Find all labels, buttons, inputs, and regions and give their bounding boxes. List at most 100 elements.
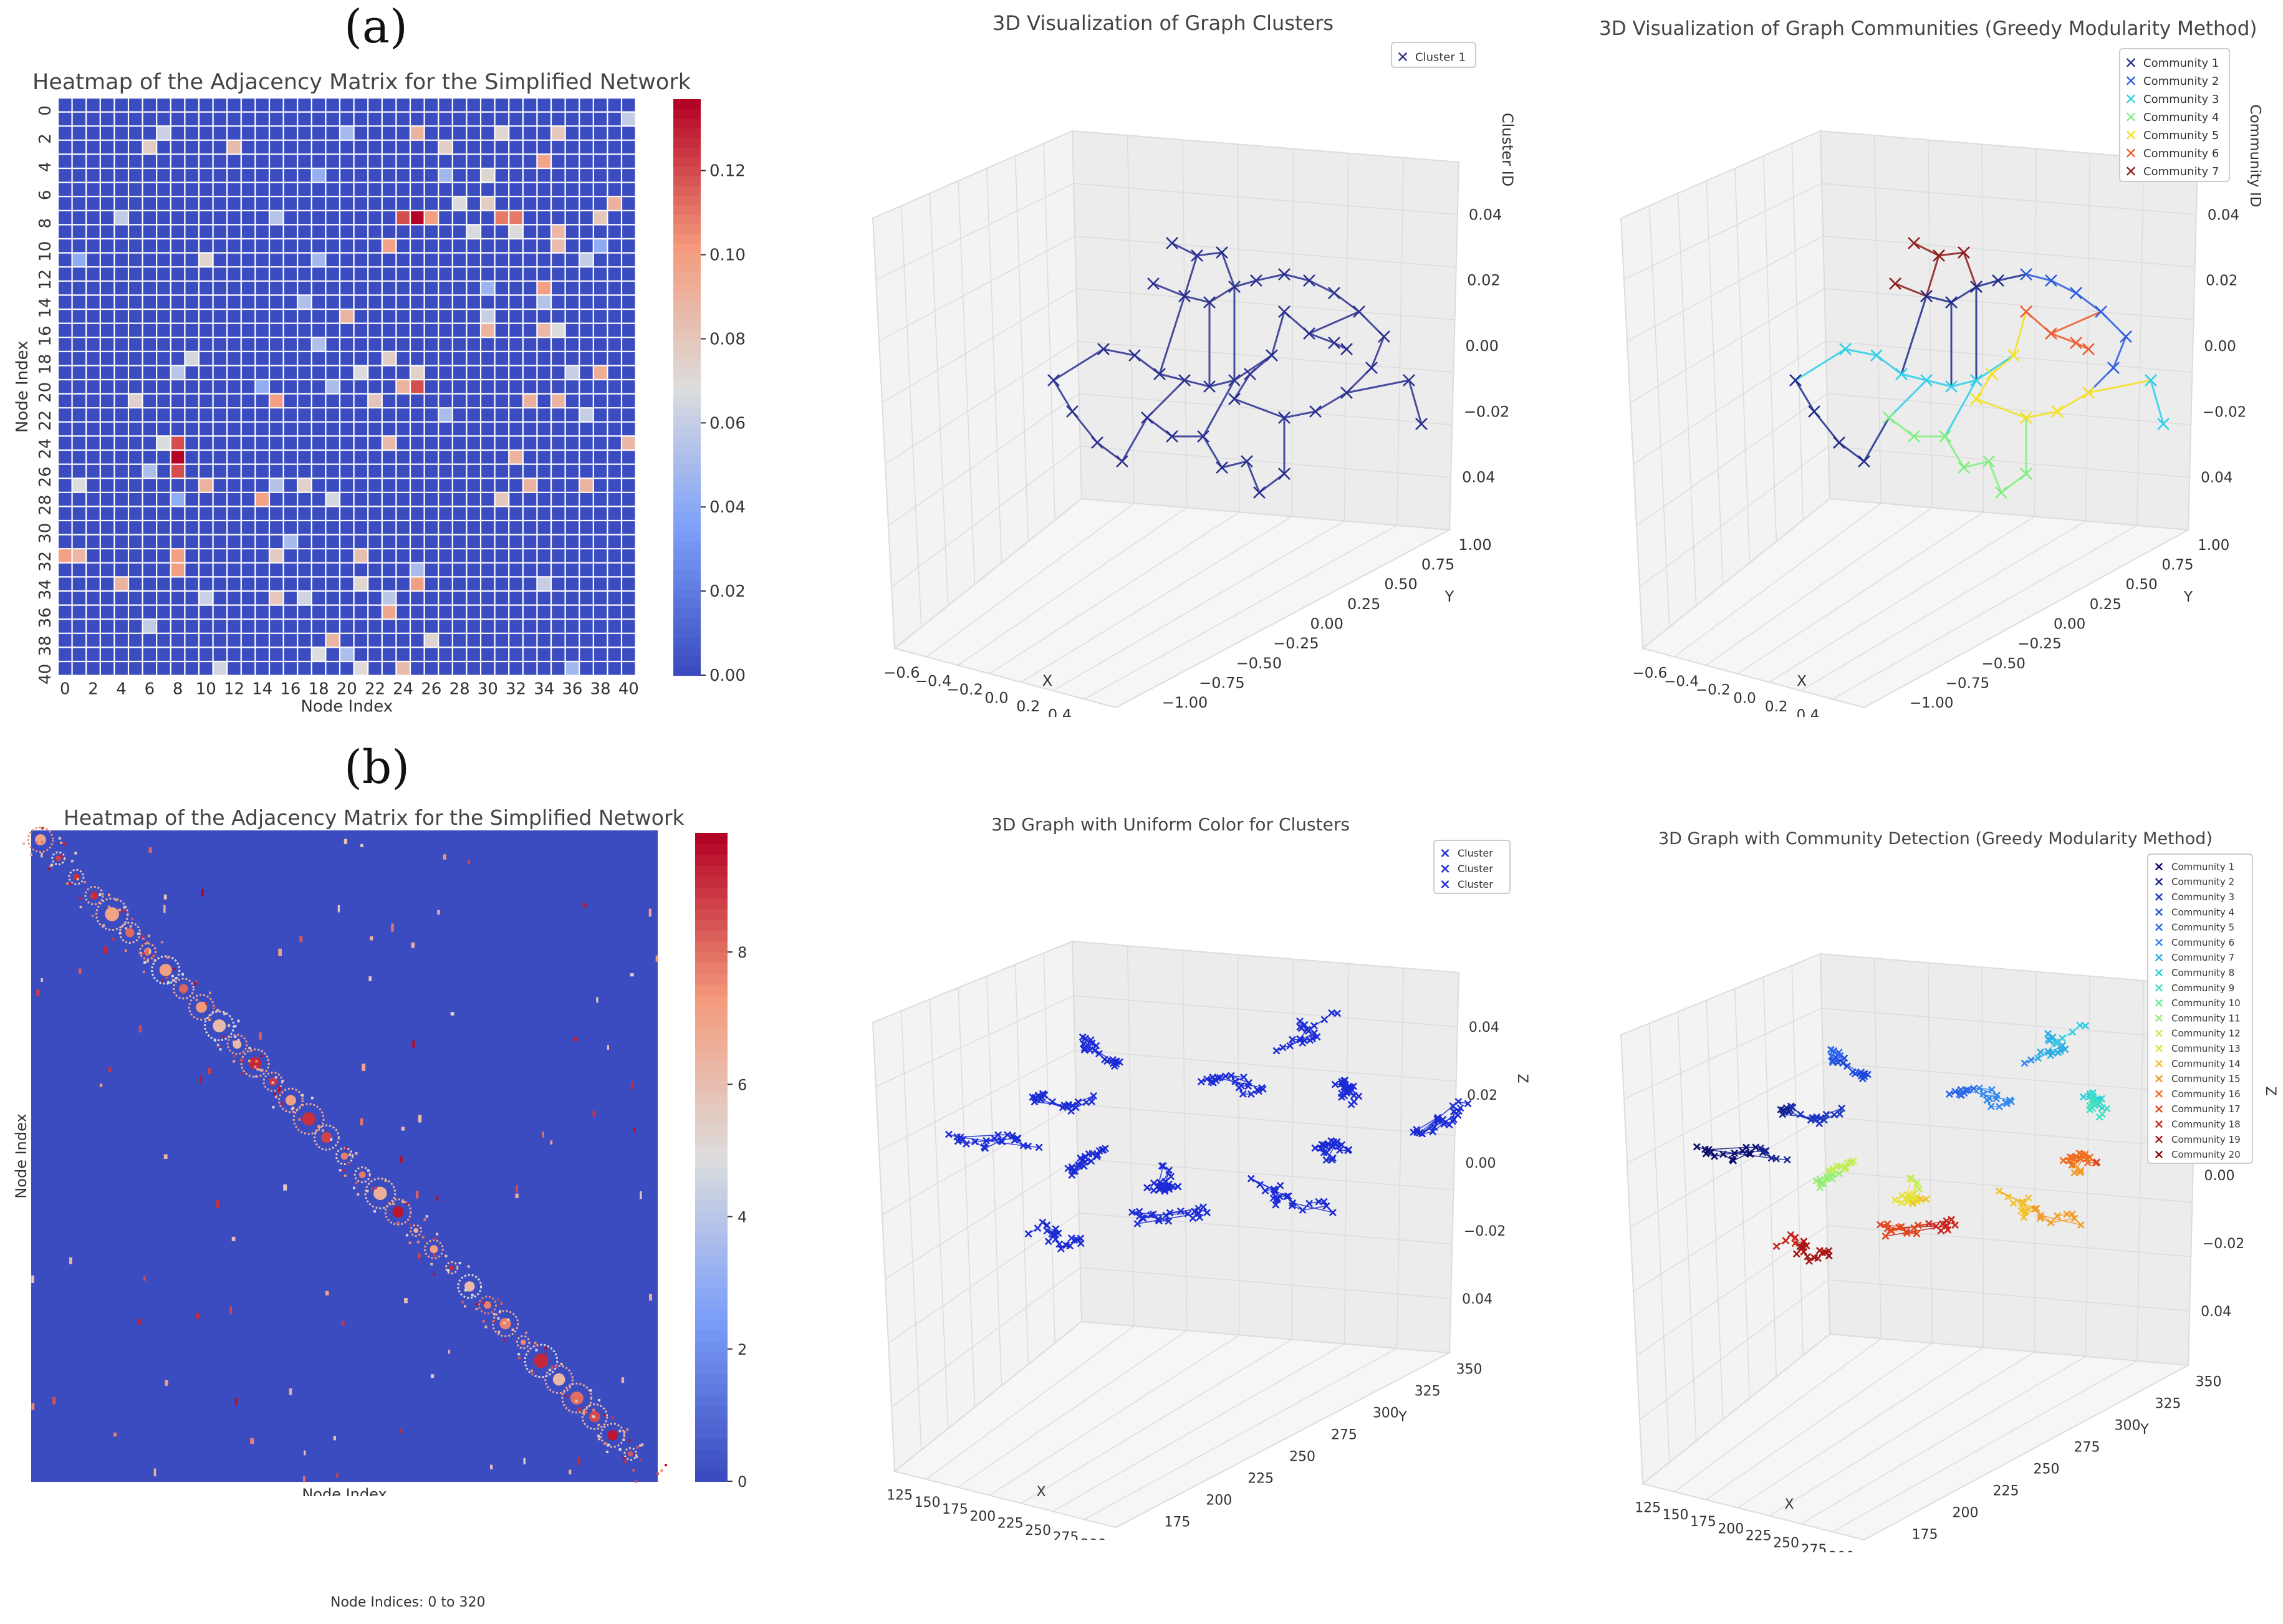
clusters3d-b-gridline (926, 1325, 1135, 1480)
heatmap-b-entry (633, 1127, 636, 1133)
clusters3d-a-node (1228, 374, 1241, 387)
communities3d-b-node (2034, 1054, 2042, 1062)
colorbar-a-segment (673, 176, 701, 186)
clusters3d-b-gridline (1075, 1049, 1456, 1082)
clusters3d-a-gridline (1052, 521, 1345, 691)
colorbar-b-segment (695, 876, 728, 888)
clusters3d-a-x-tick: −0.6 (883, 664, 920, 681)
heatmap-b-entry (205, 1002, 208, 1005)
communities3d-b-node (1995, 1187, 2003, 1195)
clusters3d-a-node (1266, 349, 1278, 362)
heatmap-b-entry (145, 948, 149, 956)
heatmap-b-entry (152, 954, 155, 958)
clusters3d-b-node (1235, 1083, 1243, 1092)
communities3d-b-x-tick: 200 (1718, 1521, 1744, 1537)
colorbar-a-segment (673, 416, 701, 426)
clusters3d-b-node (1454, 1098, 1463, 1105)
clusters3d-b-y-tick: 300 (1373, 1406, 1399, 1421)
clusters3d-b-gridline (900, 1011, 922, 1450)
heatmap-b-entry (60, 854, 64, 857)
heatmap-a-cell (353, 365, 368, 380)
communities3d-b-floor (1641, 1333, 2191, 1541)
communities3d-a-gridline (1825, 340, 2193, 373)
communities3d-b-node (1913, 1179, 1921, 1187)
heatmap-a-y-tick: 24 (36, 438, 55, 459)
heatmap-b-entry (69, 882, 72, 885)
heatmap-b-entry (542, 1132, 544, 1138)
clusters3d-b-node (1090, 1092, 1098, 1100)
heatmap-a-cell (325, 492, 340, 507)
heatmap-b-entry (623, 1431, 626, 1434)
communities3d-b-gridline (1633, 1170, 1826, 1292)
communities3d-a-node (1870, 349, 1883, 362)
clusters3d-b-y-tick: 200 (1206, 1493, 1232, 1509)
heatmap-b-entry (58, 837, 61, 840)
heatmap-a-cell (522, 393, 537, 408)
colorbar-a-segment (673, 108, 701, 119)
communities3d-a-edge (2050, 310, 2102, 335)
clusters3d-b-node (1143, 1184, 1151, 1191)
heatmap-b-entry (196, 1313, 199, 1319)
clusters3d-a-node (1244, 368, 1256, 380)
communities3d-b-node (1956, 1090, 1964, 1098)
clusters3d-a-node (1250, 274, 1262, 287)
colorbar-b-segment (695, 1373, 728, 1385)
clusters3d-a-gridline (1075, 235, 1456, 268)
communities3d-b-node (1962, 1087, 1970, 1094)
communities3d-b-node (1975, 1084, 1983, 1092)
clusters3d-a-z-tick: 0.02 (1467, 272, 1500, 289)
heatmap-b-entry (141, 935, 144, 938)
heatmap-b-diagonal-block (105, 907, 120, 921)
heatmap-a-cell (368, 393, 382, 408)
heatmap-b-entry (344, 838, 348, 844)
clusters3d-b-gridline (1052, 1343, 1345, 1512)
clusters3d-b-gridline (1182, 950, 1188, 1331)
clusters3d-b-edge (1292, 1202, 1334, 1213)
communities3d-b-node (1829, 1059, 1837, 1067)
heatmap-b-entry (166, 956, 170, 959)
clusters3d-a-node (1278, 468, 1290, 480)
clusters3d-a-node (1228, 393, 1241, 405)
clusters3d-b-node (1299, 1039, 1307, 1047)
communities3d-b-x-tick: 275 (1800, 1542, 1827, 1552)
communities3d-b-node (1995, 1103, 2003, 1110)
clusters3d-a-gridline (882, 288, 1077, 403)
communities3d-b-legend-label: Community 12 (2171, 1028, 2241, 1039)
clusters3d-a-floor (893, 497, 1452, 709)
communities3d-b-legend-label: Community 11 (2171, 1012, 2241, 1024)
communities3d-a-node (2045, 274, 2057, 287)
colorbar-b-tick: 4 (738, 1209, 747, 1226)
communities3d-a-edge (1794, 380, 1815, 412)
heatmap-b-entry (355, 1152, 358, 1155)
heatmap-b-entry (622, 1457, 625, 1460)
heatmap-b-entry (635, 1455, 638, 1458)
clusters3d-a-legend-label: Cluster 1 (1415, 50, 1466, 64)
colorbar-b-segment (695, 1470, 728, 1482)
communities3d-b-legend-marker (2155, 1044, 2163, 1052)
heatmap-b-entry (408, 1241, 411, 1244)
colorbar-b-segment (695, 1395, 728, 1406)
heatmap-b-entry (261, 1069, 264, 1072)
colorbar-a-tick: 0.04 (709, 498, 746, 517)
heatmap-b-entry (605, 1451, 608, 1454)
heatmap-a-cell (481, 196, 495, 211)
communities3d-b-title: 3D Graph with Community Detection (Greed… (1658, 829, 2213, 848)
communities3d-b-node (2059, 1156, 2067, 1165)
heatmap-b-diagonal-block (516, 1335, 531, 1350)
colorbar-a-segment (673, 454, 701, 465)
communities3d-b-y-tick: 325 (2155, 1396, 2181, 1412)
heatmap-b-entry (436, 1194, 439, 1201)
heatmap-b-entry (507, 1319, 510, 1322)
heatmap-a-y-tick: 20 (36, 382, 55, 403)
communities3d-a-zlabel: Community ID (2247, 105, 2263, 208)
clusters3d-a-gridline (1043, 143, 1055, 521)
communities3d-b-node (1702, 1150, 1710, 1158)
clusters3d-a-edge (1184, 295, 1210, 304)
colorbar-b-segment (695, 1232, 728, 1244)
heatmap-b-entry (241, 1060, 244, 1063)
communities3d-a-node (2020, 411, 2032, 424)
heatmap-b-entry (639, 1458, 642, 1461)
heatmap-a-cell (593, 239, 608, 253)
clusters3d-a-gridline (1074, 183, 1458, 216)
communities3d-a-legend-marker (2126, 76, 2136, 85)
